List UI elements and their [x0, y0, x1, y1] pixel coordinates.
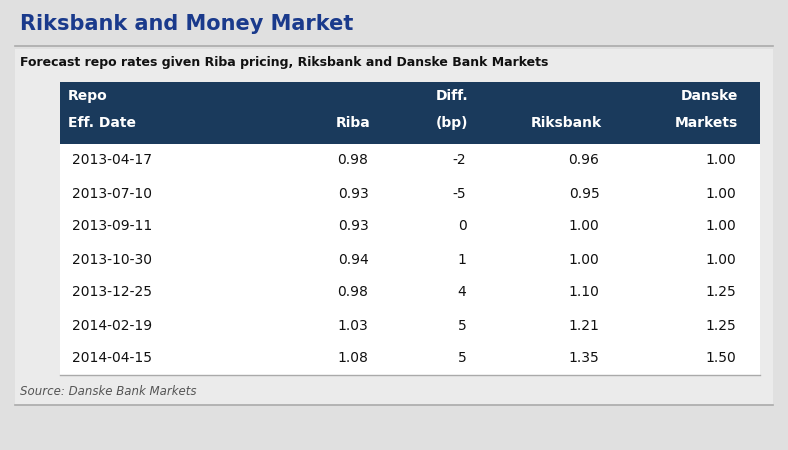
- Bar: [60, 243, 760, 276]
- Text: 1.00: 1.00: [705, 252, 736, 266]
- Text: -2: -2: [453, 153, 466, 167]
- Text: Danske: Danske: [681, 89, 738, 103]
- Bar: [60, 82, 760, 144]
- Bar: [60, 342, 760, 375]
- Bar: [60, 144, 760, 177]
- Text: 0.93: 0.93: [338, 220, 369, 234]
- Text: 0.96: 0.96: [569, 153, 600, 167]
- Text: 0.98: 0.98: [337, 153, 369, 167]
- Text: 2013-09-11: 2013-09-11: [72, 220, 152, 234]
- Text: 1: 1: [458, 252, 466, 266]
- Text: 0: 0: [458, 220, 466, 234]
- Text: 1.50: 1.50: [705, 351, 736, 365]
- Text: Markets: Markets: [675, 116, 738, 130]
- Text: Source: Danske Bank Markets: Source: Danske Bank Markets: [20, 385, 196, 398]
- Text: 2014-02-19: 2014-02-19: [72, 319, 152, 333]
- Text: 0.93: 0.93: [338, 186, 369, 201]
- Text: 1.25: 1.25: [705, 285, 736, 300]
- Text: 2013-07-10: 2013-07-10: [72, 186, 152, 201]
- Bar: [60, 309, 760, 342]
- Text: Forecast repo rates given Riba pricing, Riksbank and Danske Bank Markets: Forecast repo rates given Riba pricing, …: [20, 56, 548, 69]
- Text: Diff.: Diff.: [436, 89, 469, 103]
- Text: Repo: Repo: [68, 89, 108, 103]
- Text: 5: 5: [458, 351, 466, 365]
- Text: 0.98: 0.98: [337, 285, 369, 300]
- Text: 2013-04-17: 2013-04-17: [72, 153, 152, 167]
- Text: Riba: Riba: [336, 116, 370, 130]
- Text: 0.95: 0.95: [569, 186, 600, 201]
- Bar: [15, 49, 773, 405]
- Text: 2014-04-15: 2014-04-15: [72, 351, 152, 365]
- Text: -5: -5: [453, 186, 466, 201]
- Bar: [60, 177, 760, 210]
- Text: 2013-10-30: 2013-10-30: [72, 252, 152, 266]
- Text: 2013-12-25: 2013-12-25: [72, 285, 152, 300]
- Text: 0.94: 0.94: [338, 252, 369, 266]
- Text: Riksbank and Money Market: Riksbank and Money Market: [20, 14, 353, 34]
- Text: 1.00: 1.00: [569, 252, 600, 266]
- Text: 5: 5: [458, 319, 466, 333]
- Text: 1.00: 1.00: [705, 186, 736, 201]
- Text: 1.21: 1.21: [569, 319, 600, 333]
- Bar: [60, 210, 760, 243]
- Text: (bp): (bp): [436, 116, 469, 130]
- Text: Eff. Date: Eff. Date: [68, 116, 136, 130]
- Text: 1.35: 1.35: [569, 351, 600, 365]
- Bar: [60, 276, 760, 309]
- Text: 1.25: 1.25: [705, 319, 736, 333]
- Text: 4: 4: [458, 285, 466, 300]
- Text: 1.08: 1.08: [337, 351, 369, 365]
- Text: 1.00: 1.00: [705, 153, 736, 167]
- Text: Riksbank: Riksbank: [530, 116, 601, 130]
- Text: 1.03: 1.03: [338, 319, 369, 333]
- Text: 1.10: 1.10: [569, 285, 600, 300]
- Text: 1.00: 1.00: [569, 220, 600, 234]
- Text: 1.00: 1.00: [705, 220, 736, 234]
